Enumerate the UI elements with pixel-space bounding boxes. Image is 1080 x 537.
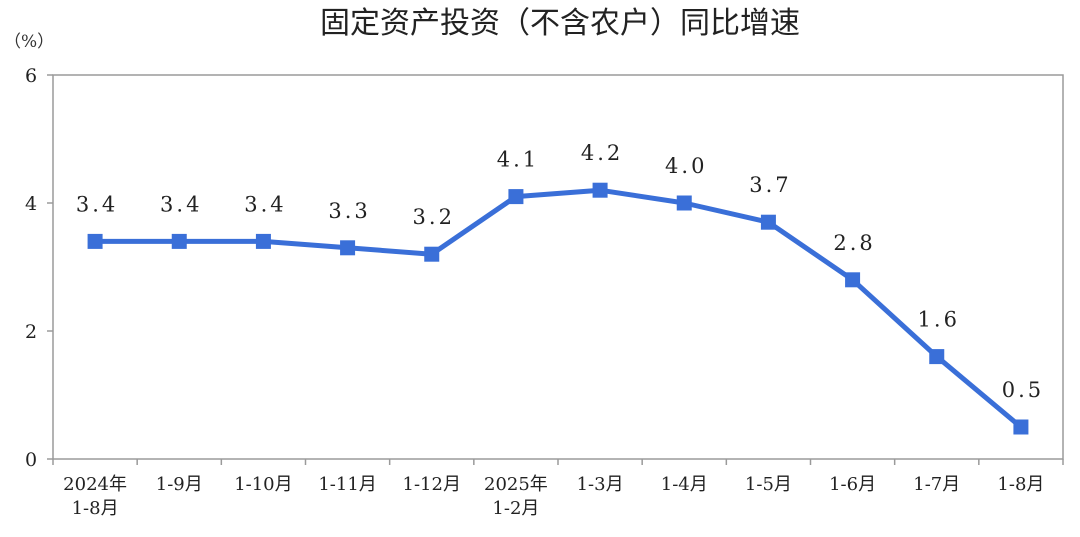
data-label: 3.3: [328, 199, 370, 223]
data-point: [676, 195, 692, 211]
y-tick-label: 6: [25, 65, 37, 87]
data-label: 4.2: [581, 141, 623, 165]
x-tick-label: 1-11月: [318, 474, 376, 495]
data-point: [508, 189, 524, 205]
data-point: [255, 233, 271, 249]
data-point: [424, 246, 440, 262]
chart-title: 固定资产投资（不含农户）同比增速: [320, 6, 800, 41]
y-tick-label: 2: [25, 321, 37, 343]
x-tick-label: 1-6月: [829, 474, 876, 495]
x-tick-label: 1-7月: [913, 474, 960, 495]
x-tick-label: 1-8月: [997, 474, 1044, 495]
y-axis: 0 2 4 6: [25, 65, 53, 471]
data-label: 4.0: [665, 154, 707, 178]
x-axis: 2024年 1-8月 1-9月 1-10月 1-11月 1-12月 2025年 1-2月 1-3…: [52, 459, 1064, 519]
data-point: [592, 182, 608, 198]
data-point: [340, 240, 356, 256]
y-tick-label: 0: [25, 449, 37, 471]
series-line: [92, 187, 1024, 430]
x-tick-label: 2025年 1-2月: [484, 474, 548, 519]
data-label: 3.4: [160, 192, 202, 216]
x-tick-label: 1-10月: [234, 474, 292, 495]
data-point: [171, 233, 187, 249]
data-label: 3.7: [749, 173, 791, 197]
data-label: 3.2: [413, 205, 455, 229]
data-point: [760, 214, 776, 230]
data-label: 0.5: [1002, 378, 1044, 402]
y-tick-label: 4: [25, 193, 37, 215]
x-tick-label: 1-4月: [661, 474, 708, 495]
data-point: [1013, 419, 1029, 435]
x-tick-label: 1-5月: [745, 474, 792, 495]
data-point: [929, 349, 945, 365]
data-markers: [87, 182, 1029, 435]
y-axis-unit: （%）: [4, 32, 54, 52]
data-point: [845, 272, 861, 288]
x-tick-label: 1-3月: [577, 474, 624, 495]
x-tick-label: 1-9月: [156, 474, 203, 495]
plot-area-frame: [52, 74, 1064, 460]
data-label: 3.4: [76, 192, 118, 216]
data-label: 2.8: [833, 231, 875, 255]
data-label: 1.6: [918, 308, 960, 332]
data-label: 4.1: [497, 148, 539, 172]
x-tick-label: 2024年 1-8月: [63, 474, 127, 519]
data-point: [87, 233, 103, 249]
x-tick-label: 1-12月: [403, 474, 461, 495]
data-labels: 3.4 3.4 3.4 3.3 3.2 4.1 4.2 4.0 3.7 2.8 1.6 0.5: [76, 141, 1044, 402]
data-label: 3.4: [244, 192, 286, 216]
